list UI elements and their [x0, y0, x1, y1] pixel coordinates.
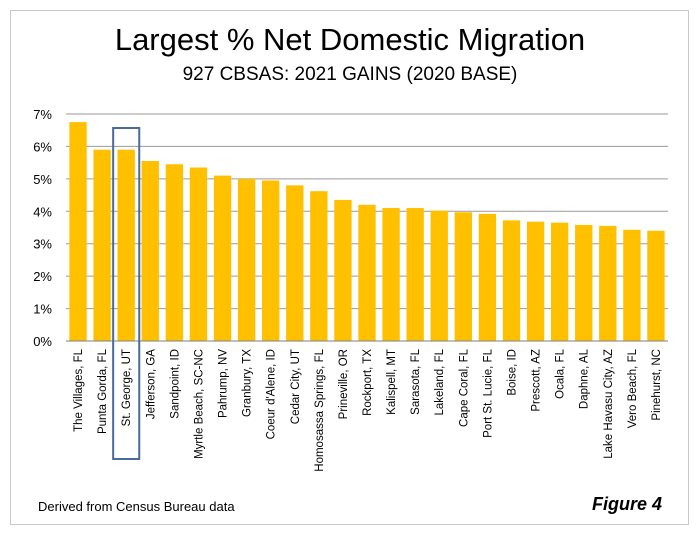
x-tick-label: Kalispell, MT	[386, 349, 398, 415]
x-tick-label: The Villages, FL	[73, 348, 85, 431]
bar	[213, 175, 232, 341]
x-tick-label: Prineville, OR	[338, 349, 350, 419]
x-tick-label: Punta Gorda, FL	[97, 348, 109, 434]
bar	[599, 225, 617, 341]
x-tick-label: Daphne, AL	[579, 348, 591, 409]
bar	[286, 185, 304, 341]
bar	[69, 122, 87, 341]
x-tick-label: Pahrump, NV	[218, 349, 230, 418]
bar	[334, 199, 352, 341]
x-tick-label: Lakeland, FL	[434, 348, 446, 415]
y-tick-label: 4%	[33, 204, 52, 219]
chart-title: Largest % Net Domestic Migration	[114, 22, 586, 57]
x-tick-label: Port St. Lucie, FL	[482, 348, 494, 437]
bar	[117, 149, 135, 341]
bar	[454, 212, 472, 341]
x-tick-label: Lake Havasu City, AZ	[603, 349, 615, 459]
bar	[310, 191, 328, 341]
chart-subtitle: 927 CBSAS: 2021 GAINS (2020 BASE)	[182, 64, 518, 85]
x-tick-label: Sarasota, FL	[410, 348, 422, 414]
x-tick-label: Pinehurst, NC	[651, 349, 663, 421]
y-tick-label: 0%	[33, 334, 52, 349]
bar	[141, 161, 159, 341]
bar	[189, 167, 208, 341]
y-tick-label: 1%	[33, 302, 52, 317]
bar	[165, 164, 184, 341]
x-tick-label: Vero Beach, FL	[627, 348, 639, 428]
bar	[237, 178, 256, 341]
x-tick-label: Boise, ID	[506, 349, 518, 396]
x-axis-labels: The Villages, FL Punta Gorda, FL St. Georg…	[73, 348, 663, 471]
bar	[502, 220, 521, 341]
bar	[478, 213, 497, 341]
bar	[382, 208, 400, 341]
bar	[430, 210, 448, 341]
bar	[575, 224, 593, 341]
x-tick-label: Prescott, AZ	[531, 349, 543, 412]
x-tick-label: Rockport, TX	[362, 349, 374, 416]
x-tick-label: Cape Coral, FL	[458, 348, 470, 427]
x-tick-label: Jefferson, GA	[145, 349, 157, 419]
x-tick-label: Granbury, TX	[242, 349, 254, 417]
bar	[647, 230, 665, 341]
y-tick-label: 2%	[33, 269, 52, 284]
bar	[262, 180, 280, 341]
x-tick-label: Cedar City, UT	[290, 349, 302, 424]
y-tick-label: 7%	[33, 107, 52, 122]
x-tick-label: Sandpoint, ID	[169, 349, 181, 419]
x-tick-label: St. George, UT	[121, 349, 133, 426]
y-tick-label: 5%	[33, 172, 52, 187]
y-tick-label: 3%	[33, 237, 52, 252]
bar	[406, 208, 424, 341]
bar	[623, 229, 641, 341]
source-note: Derived from Census Bureau data	[38, 499, 235, 514]
x-tick-label: Homosassa Springs, FL	[314, 348, 326, 471]
x-tick-label: Ocala, FL	[555, 348, 567, 398]
y-tick-label: 6%	[33, 139, 52, 154]
bars	[69, 122, 665, 341]
y-axis-ticks: 0% 1% 2% 3% 4% 5% 6% 7%	[33, 107, 52, 349]
bar	[93, 149, 111, 341]
highlight-box	[112, 127, 141, 460]
bar	[526, 221, 545, 341]
bar	[358, 204, 376, 341]
x-tick-label: Myrtle Beach, SC-NC	[193, 349, 205, 459]
x-tick-label: Coeur d'Alene, ID	[266, 349, 278, 439]
figure-label: Figure 4	[592, 494, 663, 514]
bar	[550, 222, 569, 341]
